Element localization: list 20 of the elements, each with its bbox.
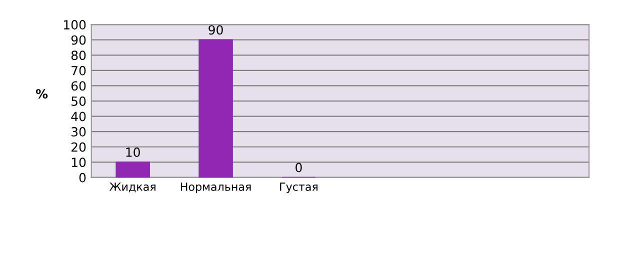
y-tick-label: 10: [72, 158, 86, 168]
y-tick-label: 60: [71, 81, 86, 91]
y-tick-label: 30: [72, 127, 86, 137]
bar: [116, 162, 150, 178]
x-tick-label: Жидкая: [110, 182, 156, 192]
y-tick-label: 40: [71, 112, 86, 122]
y-tick-label: 100: [64, 20, 86, 30]
y-tick-label: 80: [71, 50, 86, 60]
data-label: 10: [126, 148, 140, 157]
y-tick-label: 0: [79, 172, 86, 182]
x-tick-label: Густая: [280, 182, 318, 194]
y-tick-label: 50: [72, 96, 86, 106]
y-tick-label: 90: [71, 35, 86, 45]
bar: [198, 39, 233, 178]
y-tick-label: 20: [72, 142, 86, 152]
y-axis-title: %: [36, 89, 48, 99]
data-label: 0: [296, 162, 302, 172]
y-tick-label: 70: [72, 66, 86, 76]
x-tick-label: Нормальная: [180, 182, 251, 194]
data-label: 90: [208, 25, 223, 35]
